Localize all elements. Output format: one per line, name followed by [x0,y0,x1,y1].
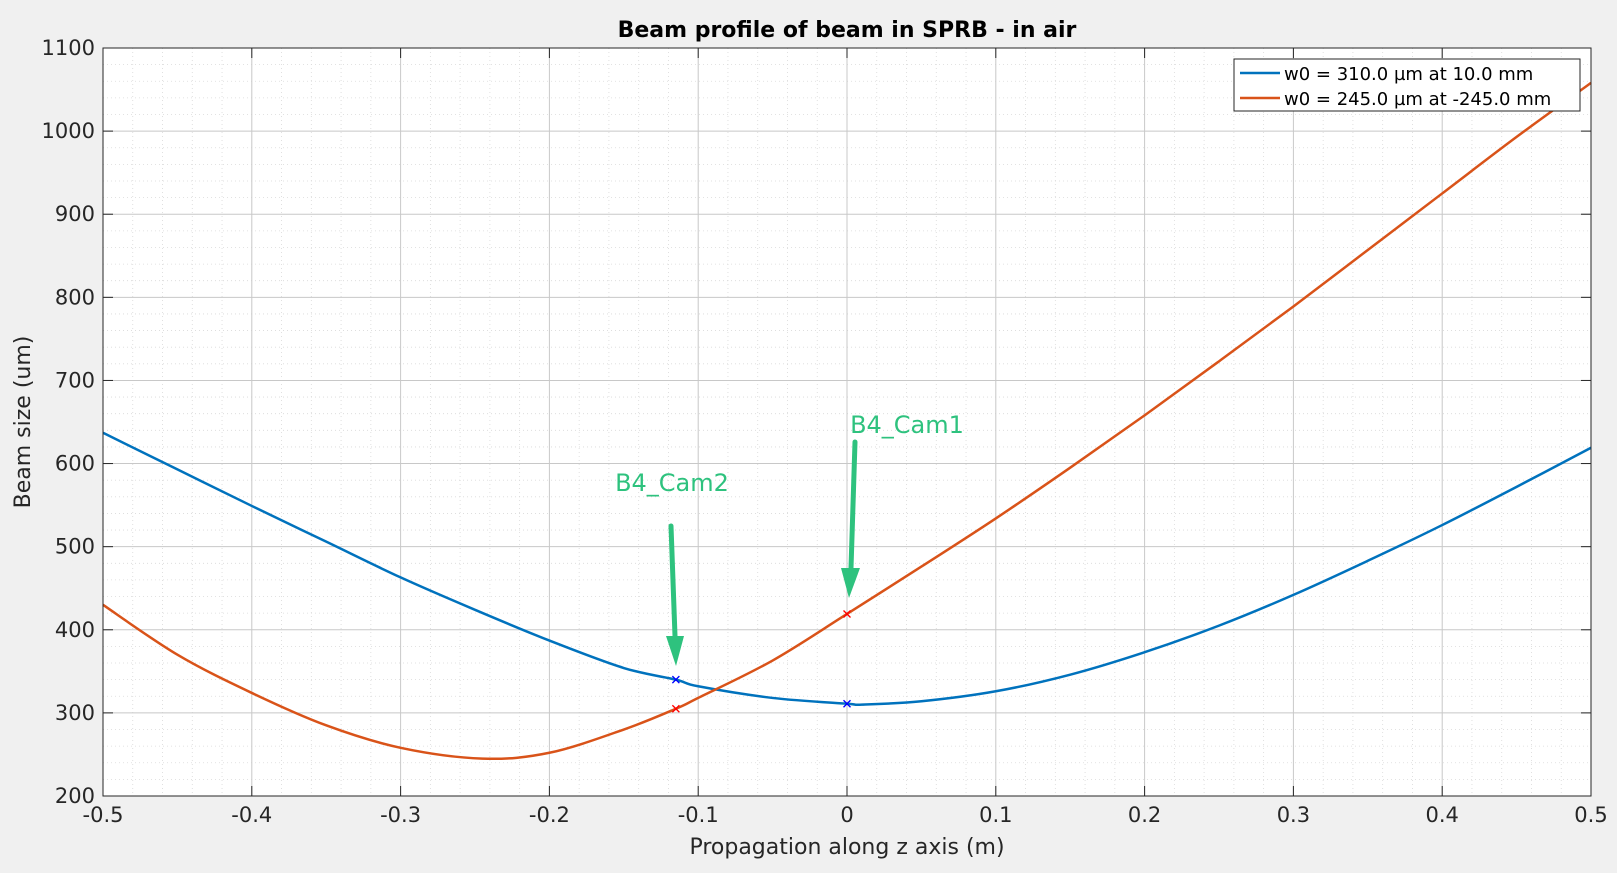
data-marker-1 [671,675,680,684]
chart-title: Beam profile of beam in SPRB - in air [618,18,1077,43]
y-tick-label: 700 [55,368,95,392]
y-tick-label: 900 [55,202,95,226]
marker-stroke [843,699,851,708]
x-axis-label: Propagation along z axis (m) [689,835,1004,860]
marker-stroke [671,704,680,713]
annotation-b4-cam1-label: B4_Cam1 [850,411,964,439]
y-tick-label: 400 [55,618,95,642]
y-axis-label: Beam size (um) [11,336,36,509]
annotation-b4-cam1: B4_Cam1 [841,411,964,598]
y-tick-label: 1100 [42,36,95,60]
annotation-b4-cam2-label: B4_Cam2 [615,469,729,497]
annotation-b4-cam2: B4_Cam2 [615,469,729,666]
annotation-b4-cam2-arrow-head [666,636,684,666]
marker-stroke [843,610,851,618]
data-marker-4 [843,610,851,618]
y-tick-label: 500 [55,535,95,559]
x-tick-label: -0.1 [678,803,719,827]
y-tick-labels: 200 300 400 500 600 700 800 900 1000 1100 [42,36,95,808]
y-tick-label: 200 [55,784,95,808]
legend-entry-1: w0 = 310.0 µm at 10.0 mm [1284,64,1533,85]
annotation-b4-cam2-arrow-shaft [668,523,678,639]
y-tick-label: 600 [55,452,95,476]
legend[interactable]: w0 = 310.0 µm at 10.0 mm w0 = 245.0 µm a… [1233,58,1581,112]
marker-layer [671,610,851,713]
annotation-b4-cam1-arrow-shaft [848,439,858,571]
legend-box [1233,58,1581,112]
x-tick-labels: -0.5 -0.4 -0.3 -0.2 -0.1 0 0.1 0.2 0.3 0.4 0.5 [83,803,1608,827]
tick-marks [102,47,1592,797]
data-marker-2 [843,699,851,708]
annotation-b4-cam1-arrow-head [841,568,860,598]
marker-stroke [671,675,680,684]
x-tick-label: 0.4 [1425,803,1458,827]
x-tick-label: 0.1 [979,803,1012,827]
y-tick-label: 800 [55,285,95,309]
series-line-2 [102,81,1592,761]
x-tick-label: -0.3 [380,803,421,827]
x-tick-label: 0.2 [1128,803,1161,827]
x-tick-label: -0.4 [231,803,272,827]
x-tick-label: -0.5 [83,803,124,827]
data-marker-3 [671,704,680,713]
legend-entry-2: w0 = 245.0 µm at -245.0 mm [1284,89,1551,110]
x-tick-label: 0 [840,803,853,827]
y-tick-label: 300 [55,701,95,725]
x-tick-label: 0.3 [1277,803,1310,827]
x-tick-label: 0.5 [1574,803,1607,827]
y-tick-label: 1000 [42,119,95,143]
x-tick-label: -0.2 [529,803,570,827]
